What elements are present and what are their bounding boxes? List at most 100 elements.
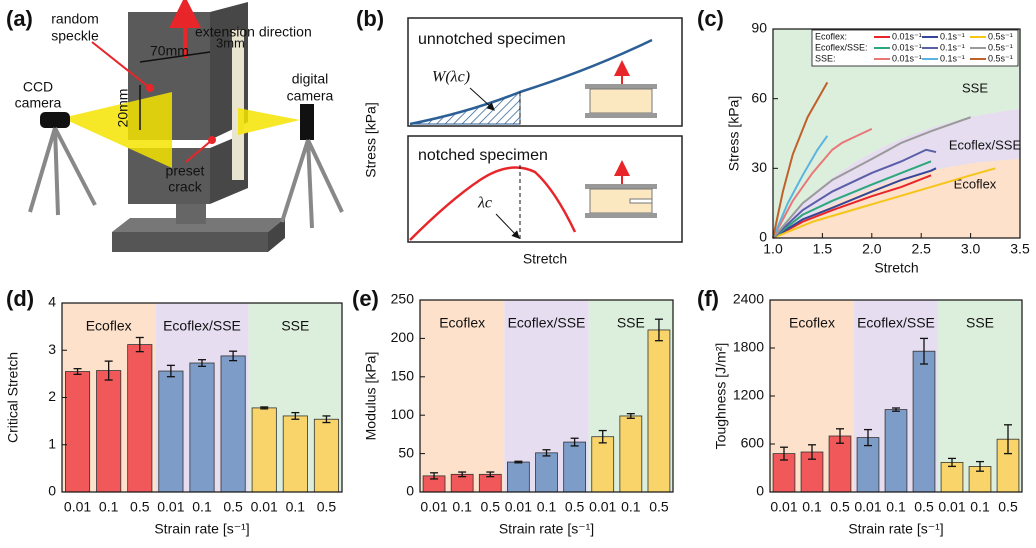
panel-label: (f) bbox=[697, 286, 719, 311]
y-tick-label: 0 bbox=[756, 483, 764, 499]
y-tick-label: 4 bbox=[48, 294, 56, 310]
y-tick-label: 1800 bbox=[733, 339, 764, 355]
panel-label: (a) bbox=[6, 6, 33, 31]
annotation: camera bbox=[287, 88, 334, 104]
sample bbox=[590, 89, 652, 113]
x-tick-label: 0.01 bbox=[505, 499, 532, 515]
x-tick-label: 0.01 bbox=[854, 499, 881, 515]
legend-label: 0.01s⁻¹ bbox=[892, 31, 922, 41]
tripod-leg bbox=[282, 140, 308, 222]
tripod-leg bbox=[30, 128, 55, 212]
bar bbox=[885, 410, 907, 492]
legend-group: SSE: bbox=[815, 53, 836, 63]
bar bbox=[829, 436, 851, 492]
x-tick-label: 0.1 bbox=[99, 499, 119, 515]
tripod-leg bbox=[308, 140, 342, 212]
annotation: notched specimen bbox=[418, 147, 548, 164]
group-label: Ecoflex bbox=[86, 318, 132, 334]
x-tick-label: 0.01 bbox=[157, 499, 184, 515]
y-axis-label: Stress [kPa] bbox=[726, 96, 742, 171]
bar bbox=[252, 408, 276, 492]
bar bbox=[913, 351, 935, 492]
x-tick-label: 0.1 bbox=[886, 499, 906, 515]
x-tick-label: 0.5 bbox=[830, 499, 850, 515]
x-tick-label: 3.5 bbox=[1010, 241, 1030, 257]
y-tick-label: 0 bbox=[48, 483, 56, 499]
annotation: 70mm bbox=[150, 43, 189, 59]
bar bbox=[159, 371, 183, 492]
tripod-leg bbox=[308, 140, 312, 228]
y-tick-label: 30 bbox=[751, 159, 767, 175]
x-tick-label: 0.01 bbox=[589, 499, 616, 515]
panel-label: (d) bbox=[6, 286, 34, 311]
legend-group: Ecoflex: bbox=[815, 31, 847, 41]
region-label: SSE bbox=[962, 80, 988, 95]
annotation: random bbox=[51, 11, 98, 27]
group-label: Ecoflex bbox=[789, 315, 835, 331]
plate bbox=[585, 84, 657, 89]
x-tick-label: 2.0 bbox=[862, 241, 882, 257]
bar bbox=[620, 416, 642, 492]
x-tick-label: 2.5 bbox=[911, 241, 931, 257]
x-tick-label: 0.5 bbox=[649, 499, 669, 515]
panel-label: (b) bbox=[356, 6, 384, 31]
y-axis-label: Toughness [J/m²] bbox=[713, 343, 729, 450]
bar bbox=[65, 372, 89, 492]
y-tick-label: 200 bbox=[391, 329, 415, 345]
legend-label: 0.01s⁻¹ bbox=[892, 42, 922, 52]
group-label: SSE bbox=[966, 315, 994, 331]
annotation: preset bbox=[166, 163, 205, 179]
x-tick-label: 0.1 bbox=[537, 499, 557, 515]
legend-label: 0.01s⁻¹ bbox=[892, 53, 922, 63]
plate bbox=[585, 213, 657, 218]
group-label: Ecoflex bbox=[439, 315, 485, 331]
legend-group: Ecoflex/SSE: bbox=[815, 42, 868, 52]
y-tick-label: 250 bbox=[391, 291, 415, 307]
x-tick-label: 0.5 bbox=[481, 499, 501, 515]
x-axis-label: Strain rate [s⁻¹] bbox=[848, 521, 943, 537]
annotation: λc bbox=[477, 195, 492, 212]
legend-label: 0.5s⁻¹ bbox=[988, 31, 1013, 41]
x-tick-label: 3.0 bbox=[961, 241, 981, 257]
y-axis-label: Modulus [kPa] bbox=[363, 352, 379, 441]
x-tick-label: 0.1 bbox=[452, 499, 472, 515]
legend-label: 0.5s⁻¹ bbox=[988, 42, 1013, 52]
x-tick-label: 0.01 bbox=[770, 499, 797, 515]
bar bbox=[221, 356, 245, 492]
x-tick-label: 1.5 bbox=[813, 241, 833, 257]
speckle-dot bbox=[146, 84, 154, 92]
pointer bbox=[496, 214, 517, 236]
y-tick-label: 150 bbox=[391, 368, 415, 384]
y-tick-label: 90 bbox=[751, 20, 767, 36]
x-axis-label: Strain rate [s⁻¹] bbox=[499, 521, 594, 537]
plate bbox=[585, 113, 657, 118]
legend-label: 0.1s⁻¹ bbox=[940, 31, 965, 41]
x-tick-label: 0.1 bbox=[192, 499, 212, 515]
group-label: Ecoflex/SSE bbox=[857, 315, 935, 331]
legend-label: 0.1s⁻¹ bbox=[940, 42, 965, 52]
notch bbox=[630, 199, 652, 203]
x-tick-label: 0.1 bbox=[286, 499, 306, 515]
x-tick-label: 0.1 bbox=[621, 499, 641, 515]
group-label: Ecoflex/SSE bbox=[508, 315, 586, 331]
annotation: W(λc) bbox=[432, 69, 470, 86]
work-area bbox=[410, 92, 520, 124]
x-tick-label: 0.5 bbox=[317, 499, 337, 515]
x-tick-label: 0.01 bbox=[64, 499, 91, 515]
group-label: SSE bbox=[281, 318, 309, 334]
axis-label: Stretch bbox=[523, 251, 567, 267]
region-label: Ecoflex/SSE bbox=[949, 137, 1022, 152]
bar bbox=[648, 330, 670, 492]
x-tick-label: 0.5 bbox=[223, 499, 243, 515]
y-tick-label: 1200 bbox=[733, 387, 764, 403]
y-tick-label: 60 bbox=[751, 89, 767, 105]
crack-dot bbox=[208, 136, 216, 144]
panel-a: (a) random speckle extension direction 7… bbox=[6, 2, 342, 252]
annotation: CCD bbox=[23, 79, 53, 95]
x-tick-label: 0.5 bbox=[565, 499, 585, 515]
annotation: extension direction bbox=[195, 24, 312, 40]
y-tick-label: 3 bbox=[48, 341, 56, 357]
y-tick-label: 2400 bbox=[733, 291, 764, 307]
x-axis-label: Strain rate [s⁻¹] bbox=[154, 521, 249, 537]
legend-label: 0.5s⁻¹ bbox=[988, 53, 1013, 63]
